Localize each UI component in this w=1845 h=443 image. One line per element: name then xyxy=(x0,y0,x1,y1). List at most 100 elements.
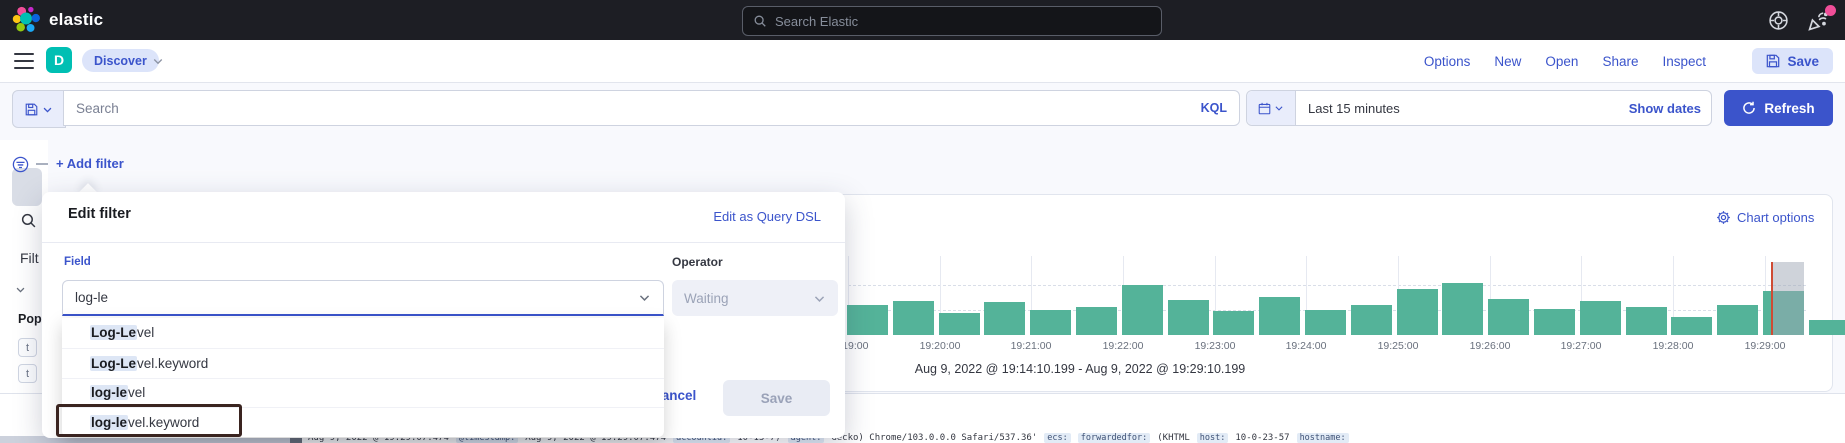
grid-line-v xyxy=(1490,256,1491,335)
histogram-bar[interactable] xyxy=(1259,297,1300,335)
histogram-bar[interactable] xyxy=(1030,310,1071,335)
x-axis-tick-label: 19:27:00 xyxy=(1560,340,1602,352)
menu-hamburger-icon[interactable] xyxy=(14,53,34,69)
x-axis-tick-label: 19:26:00 xyxy=(1469,340,1511,352)
histogram-bar[interactable] xyxy=(1305,310,1346,335)
histogram-bar[interactable] xyxy=(1397,289,1438,335)
suggestion-rest-text: vel.keyword xyxy=(128,415,200,431)
search-icon xyxy=(753,14,767,28)
histogram-bar[interactable] xyxy=(893,301,934,335)
global-search-input[interactable]: Search Elastic xyxy=(742,6,1162,36)
add-filter-button[interactable]: + Add filter xyxy=(56,156,124,171)
field-suggestion-option[interactable]: Log-Le vel.keyword xyxy=(62,347,664,378)
edit-as-query-dsl-link[interactable]: Edit as Query DSL xyxy=(713,209,821,224)
operator-select-disabled[interactable]: Waiting xyxy=(672,280,838,316)
app-navbar xyxy=(0,40,1845,83)
date-picker-group: Last 15 minutes Show dates xyxy=(1246,90,1712,126)
query-search-input[interactable]: Search KQL xyxy=(63,90,1240,126)
popup-save-button-disabled[interactable]: Save xyxy=(723,380,830,416)
suggestion-matched-text: Log-Le xyxy=(90,355,137,371)
saved-query-menu-button[interactable] xyxy=(12,90,66,128)
help-icon[interactable] xyxy=(1768,10,1789,31)
histogram-bar[interactable] xyxy=(1076,307,1117,335)
x-axis-tick-label: 19:21:00 xyxy=(1010,340,1052,352)
elastic-logo[interactable]: elastic xyxy=(12,5,103,35)
filter-by-type-label-fragment[interactable]: Filt xyxy=(20,250,39,266)
chart-options-button[interactable]: Chart options xyxy=(1716,210,1814,225)
suggestion-matched-text: log-le xyxy=(90,385,128,401)
chevron-down-icon xyxy=(814,295,825,302)
current-time-marker xyxy=(1771,262,1773,335)
operator-label: Operator xyxy=(672,255,723,269)
app-icon-badge[interactable]: D xyxy=(46,47,72,73)
histogram-bar[interactable] xyxy=(1534,309,1575,335)
histogram-bar[interactable] xyxy=(1717,305,1758,335)
doc-table-clipped-row[interactable]: Aug 9, 2022 @ 19:29:07.474 @timestamp: Aug… xyxy=(308,433,1838,443)
calendar-menu-button[interactable] xyxy=(1247,91,1296,125)
field-suggestion-option[interactable]: log-le vel.keyword xyxy=(62,407,664,437)
suggestion-matched-text: Log-Le xyxy=(90,325,137,341)
save-button-label: Save xyxy=(1787,53,1819,69)
histogram-bar[interactable] xyxy=(1213,311,1254,335)
histogram-bar[interactable] xyxy=(1671,317,1712,335)
grid-line-v xyxy=(1306,256,1307,335)
histogram-bar[interactable] xyxy=(1488,299,1529,335)
refresh-icon xyxy=(1743,101,1756,114)
popup-divider xyxy=(42,242,845,243)
field-combobox-value: log-le xyxy=(75,290,109,305)
histogram-bar[interactable] xyxy=(984,302,1025,335)
show-dates-button[interactable]: Show dates xyxy=(1628,100,1701,116)
nav-link-options[interactable]: Options xyxy=(1423,53,1471,69)
sidebar-chevron-icon[interactable] xyxy=(14,284,27,295)
histogram-bar[interactable] xyxy=(1122,285,1163,335)
histogram-bar[interactable] xyxy=(1351,305,1392,335)
field-suggestion-option[interactable]: Log-Le vel xyxy=(62,318,664,348)
histogram-bar[interactable] xyxy=(1442,283,1483,335)
filter-bar-dash xyxy=(36,163,48,165)
breadcrumb-chevron-down-icon[interactable] xyxy=(151,55,165,67)
filter-icon[interactable] xyxy=(12,156,29,173)
query-language-badge[interactable]: KQL xyxy=(1200,101,1227,115)
histogram-bar[interactable] xyxy=(1809,320,1845,335)
popup-title: Edit filter xyxy=(68,206,131,222)
partial-bucket-shade xyxy=(1773,262,1804,335)
doc-field-chip: host: xyxy=(1196,433,1229,443)
x-axis-tick-label: 19:20:00 xyxy=(919,340,961,352)
doc-table-scrollbar[interactable] xyxy=(0,436,290,443)
suggestion-rest-text: vel xyxy=(128,385,146,401)
histogram-bar[interactable] xyxy=(1626,307,1667,335)
histogram-bar[interactable] xyxy=(1168,300,1209,335)
field-search-icon[interactable] xyxy=(20,212,37,229)
nav-link-share[interactable]: Share xyxy=(1602,53,1639,69)
global-search-placeholder: Search Elastic xyxy=(775,13,859,29)
nav-link-inspect[interactable]: Inspect xyxy=(1662,53,1706,69)
popular-fields-label-fragment: Pop xyxy=(18,312,42,326)
save-button[interactable]: Save xyxy=(1752,48,1833,74)
doc-text-fragment: (KHTML xyxy=(1157,433,1190,443)
doc-field-chip: agent: xyxy=(787,433,825,443)
highlight-annotation-box xyxy=(56,404,242,437)
time-range-value[interactable]: Last 15 minutes xyxy=(1308,100,1400,116)
data-view-button-fragment[interactable] xyxy=(12,168,42,206)
breadcrumb[interactable]: Discover xyxy=(82,49,159,72)
histogram-bar[interactable] xyxy=(1580,301,1621,335)
x-axis-tick-label: 19:23:00 xyxy=(1194,340,1236,352)
field-suggestion-option[interactable]: log-le vel xyxy=(62,377,664,408)
doc-field-chip: accountid: xyxy=(673,433,731,443)
grid-line-v xyxy=(1031,256,1032,335)
histogram-bar[interactable] xyxy=(847,305,888,335)
doc-text-fragment: Gecko) Chrome/103.0.0.0 Safari/537.36' xyxy=(831,433,1038,443)
floppy-disk-icon xyxy=(1766,54,1780,68)
refresh-button[interactable]: Refresh xyxy=(1724,90,1833,126)
chevron-down-icon xyxy=(639,295,650,301)
x-axis-tick-label: 19:22:00 xyxy=(1102,340,1144,352)
grid-line-v xyxy=(1581,256,1582,335)
histogram-bar[interactable] xyxy=(939,313,980,335)
nav-link-open[interactable]: Open xyxy=(1545,53,1579,69)
doc-table-gutter xyxy=(290,434,302,443)
field-combobox-input[interactable]: log-le xyxy=(62,280,664,316)
grid-line-h xyxy=(848,285,1806,286)
grid-line-v xyxy=(940,256,941,335)
x-axis-tick-label: 19:24:00 xyxy=(1285,340,1327,352)
nav-link-new[interactable]: New xyxy=(1494,53,1522,69)
